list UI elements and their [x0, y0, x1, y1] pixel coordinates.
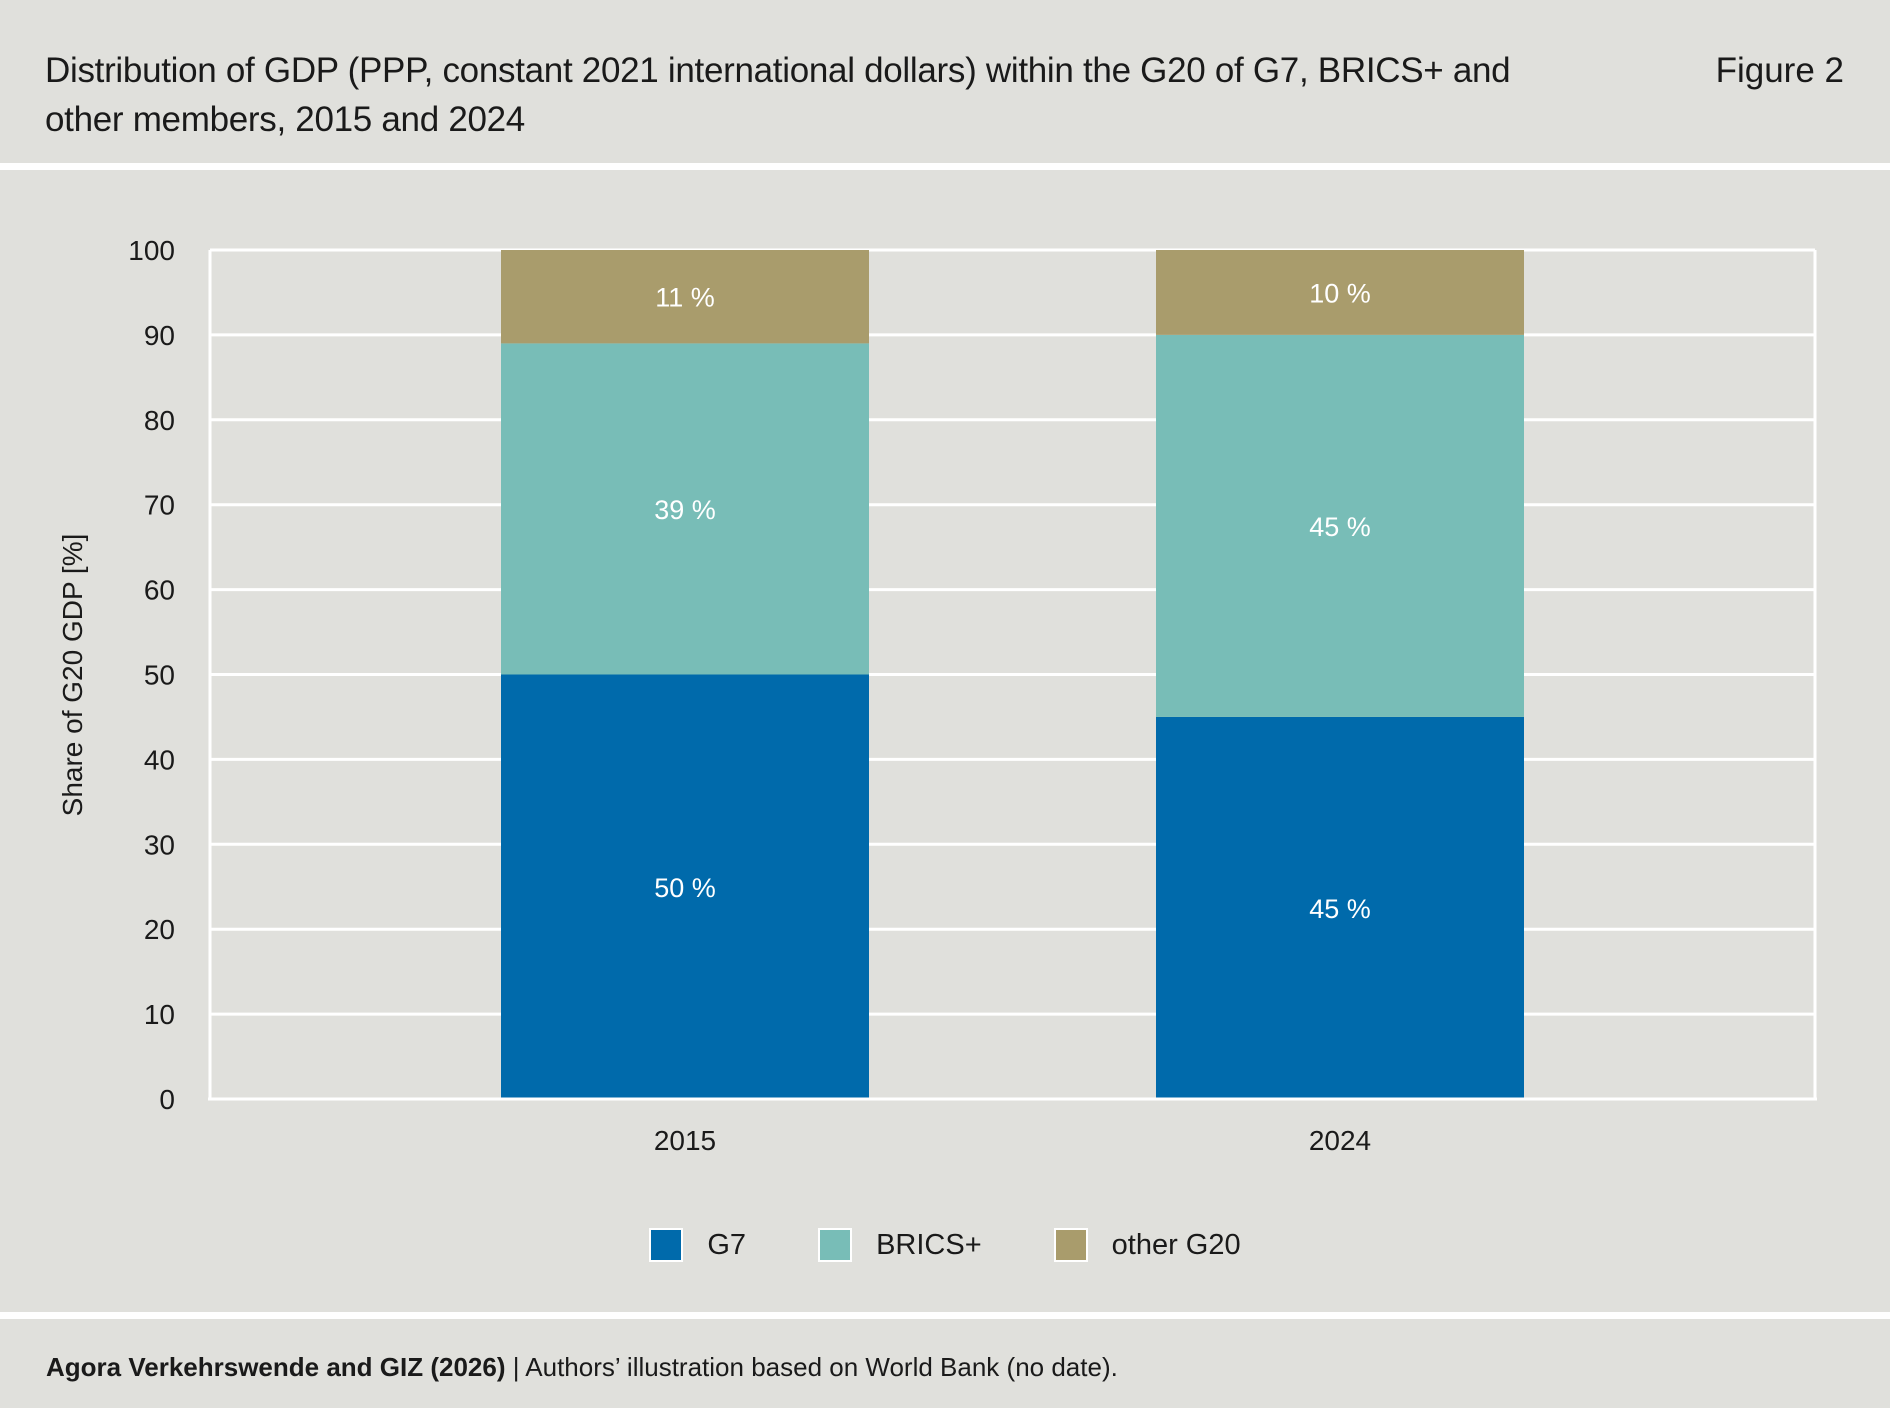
- bar-segment-other-g20-2024: [1156, 250, 1524, 335]
- legend-swatch-other-g20: [1053, 1228, 1088, 1262]
- source-bold: Agora Verkehrswende and GIZ (2026): [46, 1352, 506, 1382]
- bar-segment-brics--2015: [501, 343, 869, 675]
- legend-label: other G20: [1111, 1228, 1241, 1261]
- legend: G7 BRICS+ other G20: [0, 1228, 1890, 1262]
- data-label: 45 %: [1309, 512, 1371, 542]
- legend-item-brics: BRICS+: [818, 1228, 982, 1262]
- y-tick-label: 60: [144, 575, 175, 606]
- legend-item-g7: G7: [649, 1228, 746, 1262]
- data-label: 10 %: [1309, 278, 1371, 308]
- bar-segment-other-g20-2015: [501, 250, 869, 344]
- figure-label: Figure 2: [1715, 51, 1844, 90]
- y-axis-label: Share of G20 GDP [%]: [57, 534, 88, 817]
- bottom-divider: [0, 1312, 1890, 1319]
- legend-swatch-brics: [818, 1228, 853, 1262]
- bar-segment-g7-2015: [501, 674, 869, 1099]
- source-text: Authors’ illustration based on World Ban…: [525, 1352, 1118, 1382]
- y-tick-label: 100: [128, 235, 175, 266]
- x-tick-label: 2015: [654, 1125, 716, 1156]
- source-note: Agora Verkehrswende and GIZ (2026) | Aut…: [46, 1352, 1118, 1383]
- bar-segment-brics--2024: [1156, 334, 1524, 717]
- source-separator: |: [505, 1352, 526, 1382]
- y-tick-label: 0: [159, 1084, 175, 1115]
- y-tick-label: 20: [144, 914, 175, 945]
- stacked-bar-chart: 0 10 20 30 40 50 60 70 80 90 100 Share of G20 GDP […: [57, 235, 1817, 1156]
- y-tick-label: 50: [144, 660, 175, 691]
- data-label: 50 %: [654, 873, 716, 903]
- y-tick-label: 90: [144, 320, 175, 351]
- y-tick-label: 40: [144, 744, 175, 775]
- bar-segment-g7-2024: [1156, 716, 1524, 1099]
- data-label: 11 %: [655, 283, 715, 313]
- data-label: 39 %: [654, 495, 716, 525]
- legend-swatch-g7: [649, 1228, 684, 1262]
- y-tick-label: 80: [144, 405, 175, 436]
- y-tick-label: 10: [144, 999, 175, 1030]
- data-label: 45 %: [1309, 894, 1371, 924]
- legend-item-other-g20: other G20: [1053, 1228, 1241, 1262]
- y-tick-label: 30: [144, 829, 175, 860]
- chart-title: Distribution of GDP (PPP, constant 2021 …: [45, 51, 1511, 139]
- x-tick-label: 2024: [1309, 1125, 1371, 1156]
- legend-label: G7: [707, 1228, 747, 1261]
- y-tick-label: 70: [144, 490, 175, 521]
- legend-label: BRICS+: [876, 1228, 982, 1261]
- top-divider: [0, 163, 1890, 170]
